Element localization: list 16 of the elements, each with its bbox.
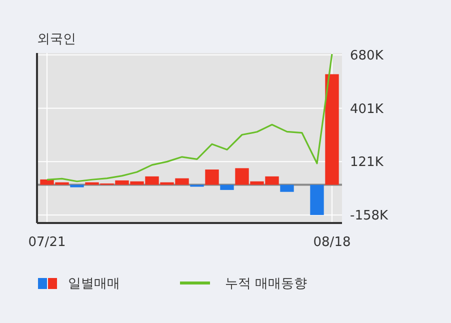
bar [280,184,294,192]
x-tick-label: 07/21 [28,235,66,250]
y-tick-label: 680K [350,48,384,64]
y-tick-label: -158K [350,208,389,224]
bar [220,184,234,190]
line-series [46,53,333,182]
x-tick-label: 08/18 [313,235,351,250]
bar [205,170,219,185]
chart-title: 외국인 [37,32,76,47]
y-tick-label: 401K [350,102,384,117]
bar [310,184,324,215]
bar [70,184,84,188]
y-tick-label: 121K [350,155,384,170]
bar [325,74,339,185]
legend-label: 누적 매매동향 [225,276,308,292]
legend-label: 일별매매 [68,276,120,292]
